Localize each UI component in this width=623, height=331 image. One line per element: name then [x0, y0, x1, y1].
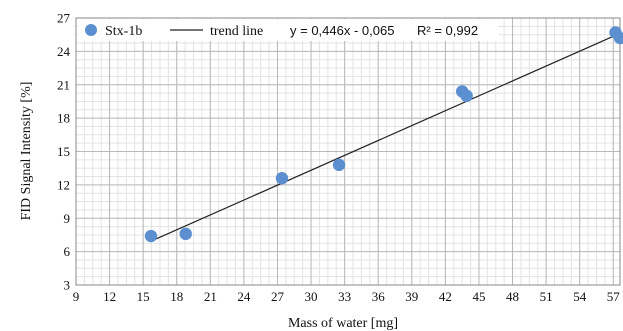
x-tick-label: 48	[506, 289, 519, 304]
data-point	[144, 229, 158, 243]
x-tick-label: 54	[573, 289, 587, 304]
data-point	[275, 172, 289, 185]
x-tick-label: 57	[607, 289, 621, 304]
legend-background	[78, 19, 498, 41]
y-tick-label: 9	[64, 211, 71, 226]
y-tick-label: 27	[57, 11, 71, 26]
data-points	[144, 26, 623, 243]
x-tick-label: 9	[73, 289, 80, 304]
x-axis-ticks: 9 12 15 18 21 24 27 30 33 36 39 42 45 48 51 54 57	[73, 289, 621, 304]
x-tick-label: 24	[237, 289, 251, 304]
data-point	[332, 158, 346, 172]
x-tick-label: 51	[540, 289, 553, 304]
y-tick-label: 21	[57, 77, 70, 92]
data-point	[460, 89, 473, 103]
y-tick-label: 12	[57, 177, 70, 192]
data-point	[613, 31, 623, 45]
x-tick-label: 12	[103, 289, 116, 304]
y-axis-label: FID Signal Intensity [%]	[19, 82, 34, 221]
y-tick-label: 6	[64, 244, 71, 259]
y-tick-label: 18	[57, 111, 70, 126]
x-tick-label: 33	[338, 289, 351, 304]
x-axis-label: Mass of water [mg]	[288, 316, 398, 331]
x-tick-label: 36	[372, 289, 386, 304]
y-axis-ticks: 3 6 9 12 15 18 21 24 27	[57, 11, 71, 293]
y-tick-label: 24	[57, 44, 71, 59]
legend-label-trend-line: trend line	[210, 24, 263, 39]
legend-label-stx-1b: Stx-1b	[105, 24, 142, 39]
trend-r-squared: R² = 0,992	[417, 23, 478, 38]
x-tick-label: 42	[439, 289, 452, 304]
x-tick-label: 45	[472, 289, 485, 304]
x-tick-label: 39	[405, 289, 418, 304]
y-tick-label: 15	[57, 144, 70, 159]
y-tick-label: 3	[64, 278, 71, 293]
data-point	[179, 227, 192, 241]
x-tick-label: 30	[305, 289, 318, 304]
x-tick-label: 21	[204, 289, 217, 304]
plot-frame	[75, 17, 621, 286]
trend-equation: y = 0,446x - 0,065	[290, 23, 394, 38]
trend-line	[150, 32, 621, 242]
x-tick-label: 18	[170, 289, 183, 304]
x-tick-label: 27	[271, 289, 285, 304]
x-tick-label: 15	[137, 289, 150, 304]
legend-marker-stx-1b	[85, 24, 97, 36]
